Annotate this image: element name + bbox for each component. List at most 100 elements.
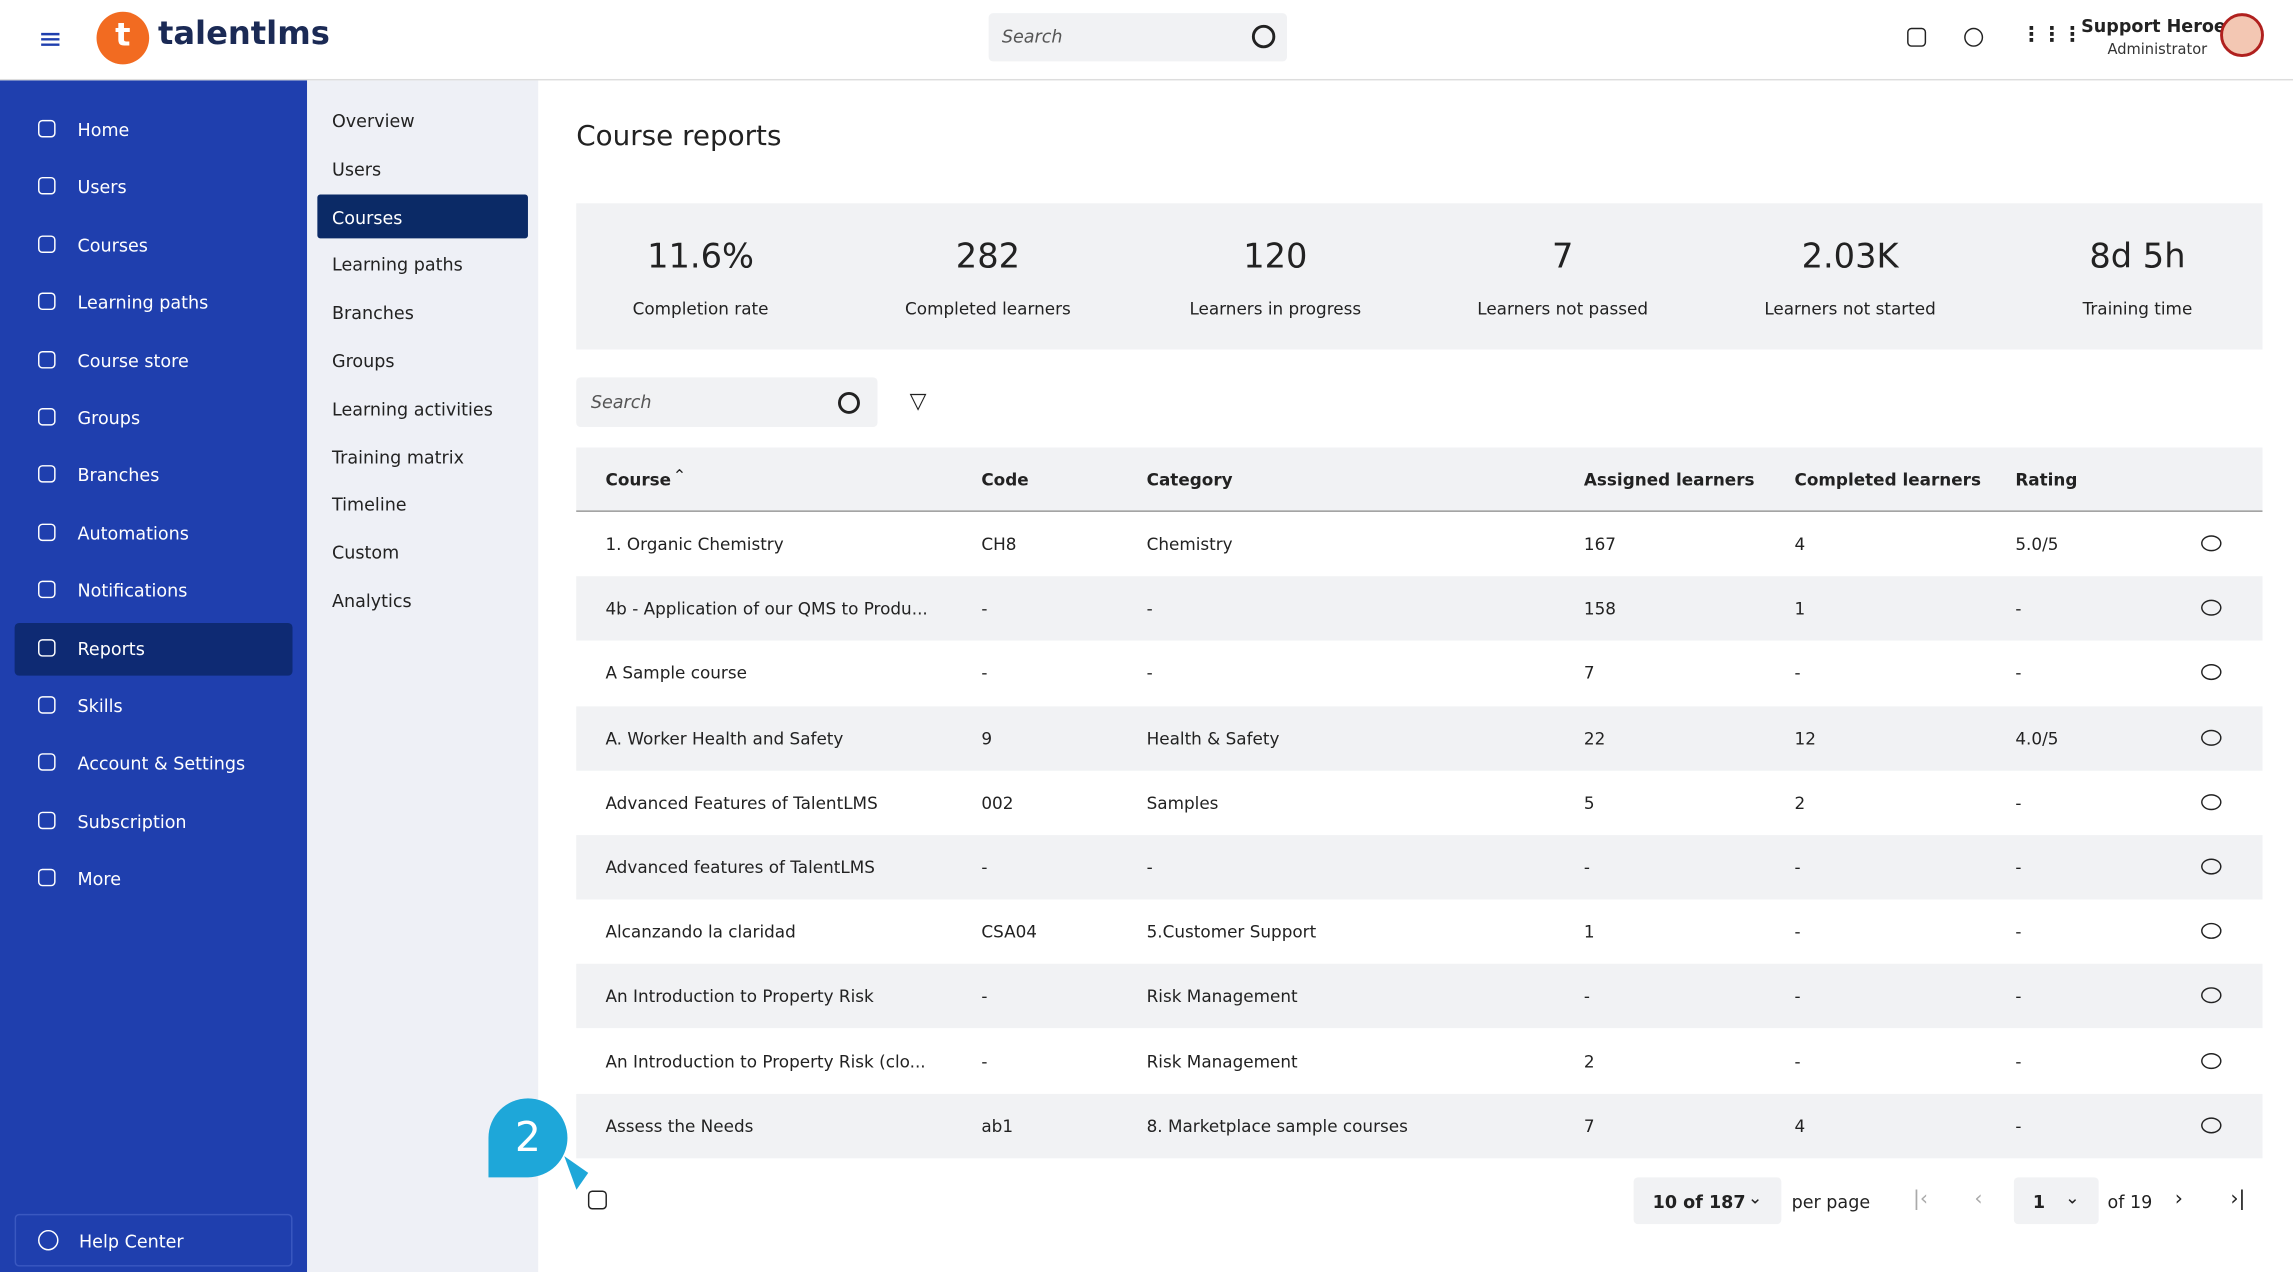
page-title: Course reports xyxy=(576,119,782,153)
filter-icon[interactable]: ▽ xyxy=(909,387,927,414)
nav-item[interactable]: Home xyxy=(15,104,293,157)
column-header[interactable]: Category xyxy=(1146,469,1233,490)
subnav-item[interactable]: Timeline xyxy=(317,482,528,526)
table-row[interactable]: Advanced Features of TalentLMS 002 Samples… xyxy=(576,770,2262,834)
nav-item[interactable]: Reports xyxy=(14,622,293,676)
table-cell: 4 xyxy=(1794,533,1806,555)
column-header[interactable]: Rating xyxy=(2015,469,2078,490)
sort-arrow: ⌃ xyxy=(672,466,687,486)
nav-label: Subscription xyxy=(77,811,187,832)
nav-item[interactable]: Course store xyxy=(15,334,293,387)
next-page[interactable]: › xyxy=(2174,1187,2183,1211)
view-icon[interactable] xyxy=(2201,987,2222,1004)
column-header[interactable]: Completed learners xyxy=(1794,469,1981,490)
subnav-item[interactable]: Custom xyxy=(317,530,528,574)
table-row[interactable]: Assess the Needs ab1 8. Marketplace sample… xyxy=(576,1093,2263,1159)
table-cell: 5.Customer Support xyxy=(1146,921,1317,943)
view-icon[interactable] xyxy=(2201,535,2222,552)
table-cell: 5.0/5 xyxy=(2015,533,2059,555)
table-cell: 2 xyxy=(1794,792,1806,813)
subnav-label: Groups xyxy=(331,351,395,372)
stat-value: 7 xyxy=(1551,238,1574,277)
current-page: 1 xyxy=(2032,1191,2046,1213)
subnav-item[interactable]: Users xyxy=(317,146,528,190)
subnav-item[interactable]: Learning activities xyxy=(317,386,528,430)
subnav-item[interactable]: Groups xyxy=(317,338,528,382)
subnav-item[interactable]: Training matrix xyxy=(317,434,528,478)
table-row[interactable]: 1. Organic Chemistry CH8 Chemistry 167 4 5.0/… xyxy=(576,512,2262,576)
menu-button[interactable]: ≡ xyxy=(38,20,63,56)
table-cell: Chemistry xyxy=(1146,533,1233,555)
table-cell: An Introduction to Property Risk xyxy=(605,986,874,1007)
nav-icon xyxy=(38,292,56,311)
table-cell: - xyxy=(1794,663,1801,684)
page-size-select[interactable]: 10 of 187 ⌄ xyxy=(1633,1177,1782,1225)
nav-item[interactable]: Account & Settings xyxy=(15,738,293,791)
nav-item[interactable]: Courses xyxy=(15,219,293,272)
subnav-item[interactable]: Overview xyxy=(317,98,528,142)
help-center[interactable]: Help Center xyxy=(14,1213,293,1267)
avatar[interactable] xyxy=(2220,13,2264,58)
nav-icon xyxy=(38,811,56,829)
nav-label: Notifications xyxy=(77,580,188,602)
table-cell: 1. Organic Chemistry xyxy=(605,533,784,555)
view-icon[interactable] xyxy=(2201,793,2222,810)
nav-item[interactable]: More xyxy=(15,853,293,906)
table-cell: - xyxy=(981,986,988,1007)
view-icon[interactable] xyxy=(2201,664,2222,681)
table-cell: An Introduction to Property Risk (clo... xyxy=(605,1050,926,1072)
search-box[interactable]: Search xyxy=(988,13,1287,62)
view-icon[interactable] xyxy=(2201,599,2222,616)
subnav-item[interactable]: Courses xyxy=(317,193,528,238)
nav-label: More xyxy=(77,868,122,890)
table-cell: - xyxy=(2015,857,2022,878)
columns-settings-icon[interactable] xyxy=(587,1190,607,1210)
nav-item[interactable]: Groups xyxy=(15,392,293,445)
nav-item[interactable]: Automations xyxy=(15,507,293,560)
view-icon[interactable] xyxy=(2201,923,2222,940)
step-badge: 2 xyxy=(488,1098,568,1178)
view-icon[interactable] xyxy=(2201,1117,2222,1134)
apps-icon[interactable]: ⋮⋮⋮ xyxy=(2021,23,2083,47)
page-select[interactable]: 1 ⌄ xyxy=(2013,1177,2099,1225)
view-icon[interactable] xyxy=(2201,858,2222,875)
nav-label: Branches xyxy=(77,465,160,487)
table-row[interactable]: Alcanzando la claridad CSA04 5.Customer Su… xyxy=(576,900,2262,964)
subnav-item[interactable]: Analytics xyxy=(317,578,528,622)
table-row[interactable]: A Sample course - - 7 - - xyxy=(576,641,2262,705)
first-page[interactable]: |‹ xyxy=(1912,1187,1929,1211)
table-row[interactable]: An Introduction to Property Risk (clo...… xyxy=(576,1029,2262,1093)
column-header[interactable]: Code xyxy=(981,469,1029,490)
table-cell: - xyxy=(981,857,988,878)
messages-icon[interactable] xyxy=(1907,27,1927,47)
nav-item[interactable]: Skills xyxy=(15,680,293,733)
table-row[interactable]: Advanced features of TalentLMS - - - - - xyxy=(576,835,2263,900)
last-page[interactable]: ›| xyxy=(2230,1187,2246,1211)
table-search[interactable]: Search xyxy=(576,377,878,428)
column-header[interactable]: Course xyxy=(605,469,672,490)
view-icon[interactable] xyxy=(2201,729,2222,746)
view-icon[interactable] xyxy=(2201,1052,2222,1069)
nav-item[interactable]: Users xyxy=(15,161,293,214)
table-cell: - xyxy=(2015,663,2022,684)
nav-item[interactable]: Branches xyxy=(15,450,293,503)
column-header[interactable]: Assigned learners xyxy=(1583,469,1755,490)
stat-value: 282 xyxy=(955,238,1021,277)
nav-item[interactable]: Subscription xyxy=(15,795,293,848)
sub-navigation: Overview Users Courses Learning paths Branch… xyxy=(307,80,539,1272)
table-row[interactable]: 4b - Application of our QMS to Produ... -… xyxy=(576,576,2263,641)
nav-item[interactable]: Learning paths xyxy=(15,277,293,330)
per-page-label: per page xyxy=(1791,1191,1871,1213)
nav-label: Automations xyxy=(77,523,189,544)
prev-page[interactable]: ‹ xyxy=(1974,1187,1983,1211)
table-cell: Advanced features of TalentLMS xyxy=(605,857,875,878)
courses-icon[interactable] xyxy=(1964,27,1984,47)
subnav-item[interactable]: Branches xyxy=(317,290,528,334)
nav-item[interactable]: Notifications xyxy=(15,565,293,618)
table-row[interactable]: An Introduction to Property Risk - Risk Ma… xyxy=(576,964,2263,1029)
subnav-label: Timeline xyxy=(331,494,407,516)
subnav-item[interactable]: Learning paths xyxy=(317,242,528,286)
table-cell: ab1 xyxy=(981,1115,1014,1137)
table-row[interactable]: A. Worker Health and Safety 9 Health & Saf… xyxy=(576,705,2263,771)
nav-icon xyxy=(38,696,56,714)
